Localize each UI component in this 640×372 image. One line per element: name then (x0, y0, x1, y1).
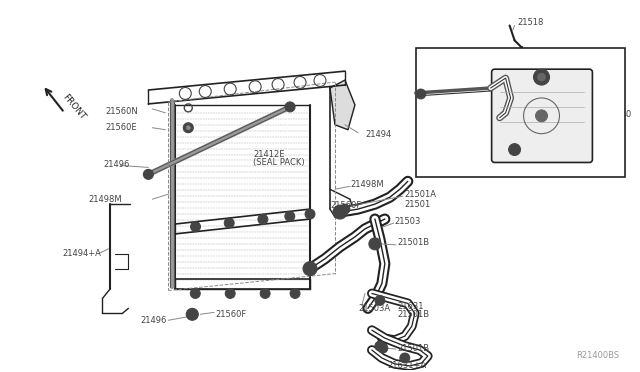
Circle shape (375, 341, 385, 351)
Circle shape (303, 262, 317, 276)
Text: 21503A: 21503A (358, 304, 390, 313)
Text: (SEAL PACK): (SEAL PACK) (253, 158, 305, 167)
Circle shape (333, 205, 347, 219)
Bar (416, 48, 625, 177)
Text: 21501B: 21501B (398, 310, 430, 319)
Text: 21510+B: 21510+B (454, 115, 493, 124)
Text: 21712M: 21712M (490, 54, 524, 63)
Circle shape (225, 289, 235, 298)
Text: 21501B: 21501B (398, 344, 430, 353)
Circle shape (143, 169, 154, 179)
Circle shape (186, 126, 190, 130)
FancyBboxPatch shape (492, 69, 593, 163)
Text: 21494: 21494 (365, 130, 391, 139)
Circle shape (538, 73, 545, 81)
Text: 21503: 21503 (395, 217, 421, 225)
Text: 21501A: 21501A (405, 190, 437, 199)
Circle shape (290, 289, 300, 298)
Text: 21501B: 21501B (398, 238, 430, 247)
Circle shape (224, 218, 234, 228)
Text: 21560F: 21560F (330, 201, 361, 210)
Text: 21560E: 21560E (106, 123, 137, 132)
Circle shape (340, 204, 350, 214)
Text: 21510: 21510 (605, 110, 631, 119)
Text: 21496: 21496 (140, 316, 167, 325)
Circle shape (400, 353, 410, 363)
Circle shape (190, 289, 200, 298)
Circle shape (258, 214, 268, 224)
Circle shape (378, 343, 388, 353)
Circle shape (534, 69, 550, 85)
Text: 21501: 21501 (405, 200, 431, 209)
Circle shape (375, 295, 385, 305)
Text: 21560F: 21560F (215, 310, 246, 319)
Text: FRONT: FRONT (61, 92, 87, 122)
Text: R21400BS: R21400BS (576, 351, 620, 360)
Circle shape (369, 238, 381, 250)
Polygon shape (330, 80, 355, 130)
Circle shape (186, 308, 198, 320)
Text: 21560N: 21560N (106, 108, 138, 116)
Text: 21498M: 21498M (350, 180, 383, 189)
Circle shape (416, 89, 426, 99)
Circle shape (509, 144, 520, 155)
Text: 21631+A: 21631+A (388, 362, 427, 371)
Text: 21518: 21518 (518, 18, 544, 27)
Text: 21498M: 21498M (88, 195, 122, 204)
Circle shape (285, 102, 295, 112)
Text: 21513: 21513 (454, 105, 481, 114)
Circle shape (536, 110, 547, 122)
Text: 21494+A: 21494+A (63, 249, 101, 258)
Text: 21496: 21496 (104, 160, 130, 169)
Text: 21515E: 21515E (420, 61, 451, 70)
Circle shape (191, 222, 200, 232)
Text: 21631: 21631 (398, 302, 424, 311)
Circle shape (260, 289, 270, 298)
Text: 21412E: 21412E (253, 150, 285, 159)
Circle shape (183, 123, 193, 133)
Circle shape (285, 211, 295, 221)
Circle shape (305, 209, 315, 219)
